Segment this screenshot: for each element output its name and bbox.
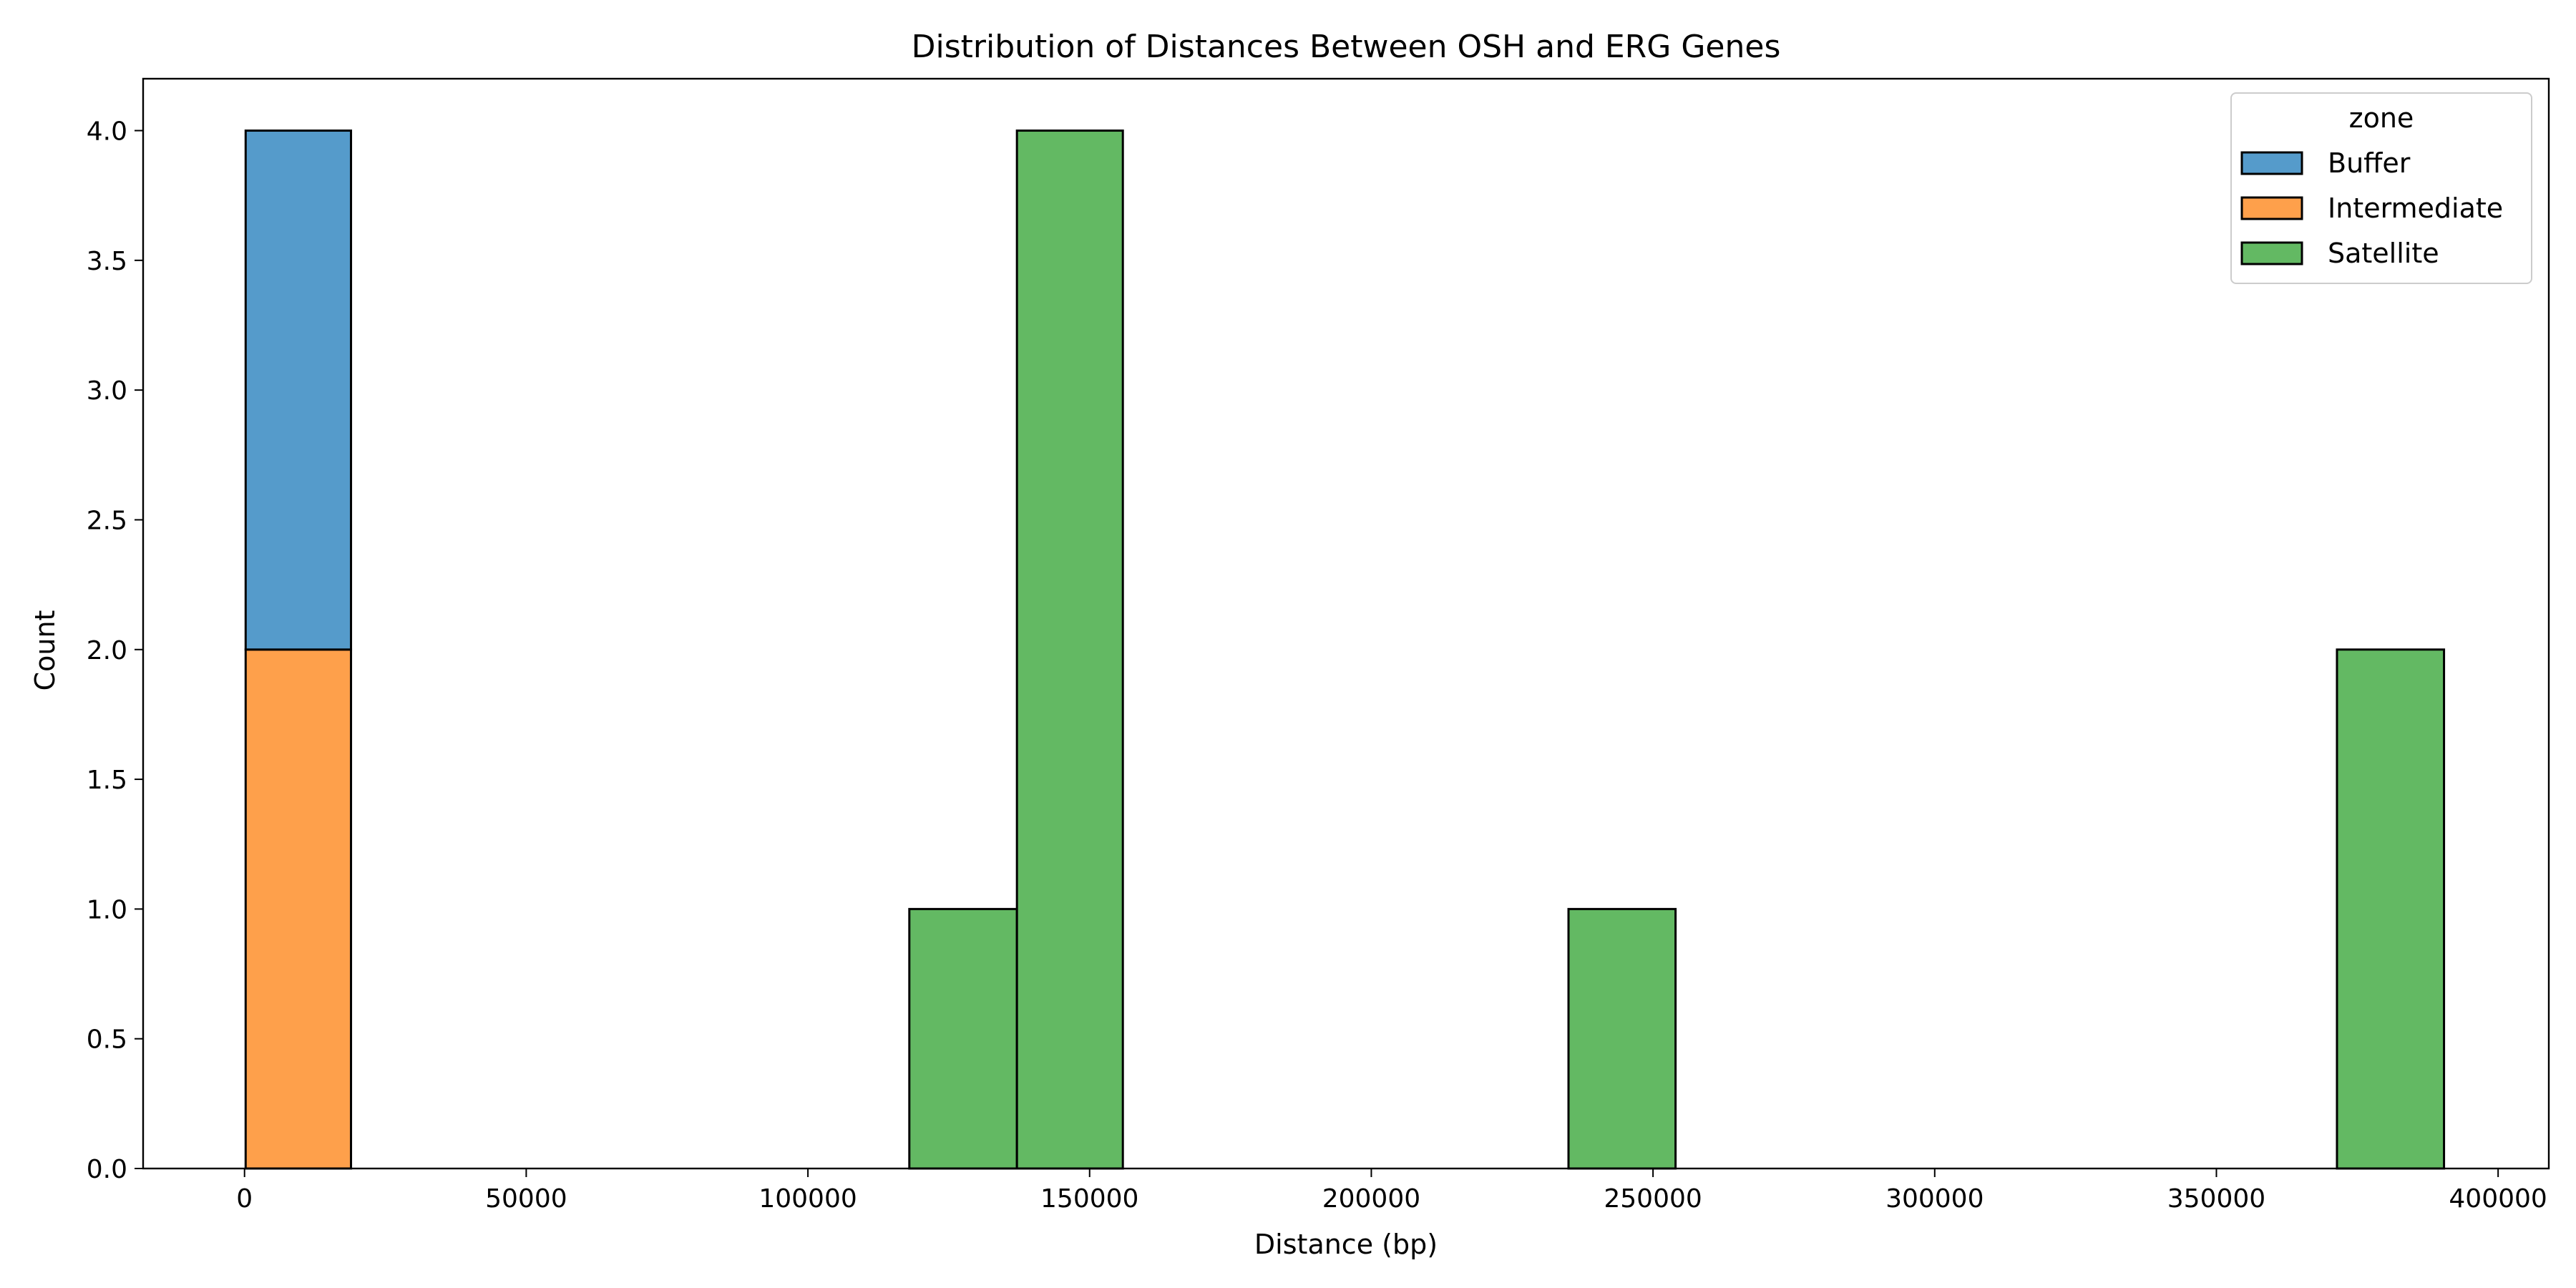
y-tick-label: 4.0 [87, 117, 127, 147]
x-tick-label: 300000 [1885, 1184, 1984, 1214]
legend-label-buffer: Buffer [2328, 147, 2411, 179]
x-tick-label: 400000 [2449, 1184, 2547, 1214]
bar-intermediate-1 [244, 648, 353, 1170]
y-axis-ticks: 0.0 0.5 1.0 1.5 2.0 2.5 3.0 3.5 4.0 [87, 117, 143, 1184]
bar-satellite-4 [2336, 648, 2446, 1170]
x-tick-label: 0 [236, 1184, 253, 1214]
y-tick-label: 0.5 [87, 1025, 127, 1055]
bar-buffer-1 [244, 130, 353, 651]
legend-box [2230, 92, 2532, 284]
y-tick-label: 1.0 [87, 895, 127, 924]
y-tick-label: 2.5 [87, 506, 127, 535]
x-tick-label: 200000 [1322, 1184, 1420, 1214]
y-tick-label: 3.0 [87, 376, 127, 406]
x-axis-ticks: 0 50000 100000 150000 200000 250000 300000 3500… [236, 1169, 2547, 1214]
y-axis-label: Count [29, 610, 61, 691]
bar-satellite-3 [1567, 907, 1677, 1170]
x-tick-label: 150000 [1040, 1184, 1138, 1214]
legend-label-satellite: Satellite [2328, 238, 2439, 269]
legend-swatch-satellite [2240, 241, 2303, 265]
legend-swatch-intermediate [2240, 196, 2303, 220]
y-tick-label: 0.0 [87, 1155, 127, 1184]
bar-satellite-2 [1015, 130, 1124, 1170]
legend-title: zone [2349, 102, 2414, 134]
plot-area-frame [142, 77, 2550, 1170]
x-axis-label: Distance (bp) [1254, 1229, 1438, 1260]
y-tick-label: 3.5 [87, 247, 127, 276]
chart-title: Distribution of Distances Between OSH an… [912, 29, 1781, 65]
y-tick-label: 2.0 [87, 636, 127, 665]
legend: zone Buffer Intermediate Satellite [2230, 92, 2532, 284]
bar-satellite-1 [908, 907, 1018, 1170]
x-tick-label: 250000 [1604, 1184, 1702, 1214]
x-tick-label: 50000 [485, 1184, 567, 1214]
x-tick-label: 350000 [2167, 1184, 2265, 1214]
legend-swatch-buffer [2240, 151, 2303, 175]
histogram-bars [244, 130, 2446, 1170]
legend-label-intermediate: Intermediate [2328, 192, 2503, 224]
x-tick-label: 100000 [758, 1184, 857, 1214]
y-tick-label: 1.5 [87, 766, 127, 795]
